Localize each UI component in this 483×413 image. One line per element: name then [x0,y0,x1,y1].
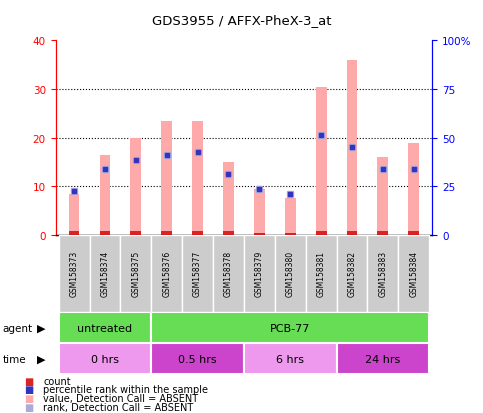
Text: GSM158373: GSM158373 [70,251,79,297]
Bar [244,344,337,375]
Bar [151,235,182,312]
Bar [151,344,244,375]
Bar [408,232,419,235]
Bar [254,233,265,235]
Bar [408,143,419,235]
Bar [89,235,120,312]
Text: 6 hrs: 6 hrs [276,354,304,364]
Text: GSM158381: GSM158381 [317,251,326,297]
Text: value, Detection Call = ABSENT: value, Detection Call = ABSENT [43,393,199,403]
Text: GSM158378: GSM158378 [224,251,233,297]
Bar [192,121,203,235]
Bar [244,235,275,312]
Bar [69,232,80,235]
Bar [378,158,388,235]
Text: rank, Detection Call = ABSENT: rank, Detection Call = ABSENT [43,402,194,412]
Bar [58,235,89,312]
Bar [151,313,429,344]
Text: GSM158374: GSM158374 [100,251,110,297]
Text: 0 hrs: 0 hrs [91,354,119,364]
Text: time: time [2,354,26,364]
Text: GSM158384: GSM158384 [409,251,418,297]
Text: GSM158383: GSM158383 [378,251,387,297]
Bar [254,189,265,235]
Text: untreated: untreated [77,323,132,333]
Bar [130,138,141,235]
Text: ■: ■ [24,385,34,394]
Bar [130,232,141,235]
Text: GSM158380: GSM158380 [286,251,295,297]
Text: count: count [43,376,71,386]
Bar [306,235,337,312]
Bar [99,232,110,235]
Text: GDS3955 / AFFX-PheX-3_at: GDS3955 / AFFX-PheX-3_at [152,14,331,27]
Text: GSM158375: GSM158375 [131,251,141,297]
Bar [69,194,80,235]
Text: 24 hrs: 24 hrs [365,354,400,364]
Bar [285,233,296,235]
Bar [99,155,110,235]
Bar [337,235,368,312]
Bar [192,232,203,235]
Text: GSM158382: GSM158382 [347,251,356,297]
Text: GSM158376: GSM158376 [162,251,171,297]
Bar [58,313,151,344]
Bar [368,235,398,312]
Bar [213,235,244,312]
Bar [347,232,357,235]
Bar [337,344,429,375]
Bar [161,121,172,235]
Bar [347,61,357,235]
Bar [316,232,327,235]
Text: ▶: ▶ [37,354,46,364]
Text: GSM158377: GSM158377 [193,251,202,297]
Bar [223,232,234,235]
Bar [223,163,234,235]
Text: PCB-77: PCB-77 [270,323,311,333]
Text: percentile rank within the sample: percentile rank within the sample [43,385,209,394]
Bar [285,199,296,235]
Text: ■: ■ [24,402,34,412]
Bar [316,88,327,235]
Bar [120,235,151,312]
Text: agent: agent [2,323,32,333]
Bar [161,232,172,235]
Text: GSM158379: GSM158379 [255,251,264,297]
Bar [182,235,213,312]
Bar [58,344,151,375]
Bar [275,235,306,312]
Bar [378,232,388,235]
Text: ▶: ▶ [37,323,46,333]
Bar [398,235,429,312]
Text: 0.5 hrs: 0.5 hrs [178,354,217,364]
Text: ■: ■ [24,393,34,403]
Text: ■: ■ [24,376,34,386]
